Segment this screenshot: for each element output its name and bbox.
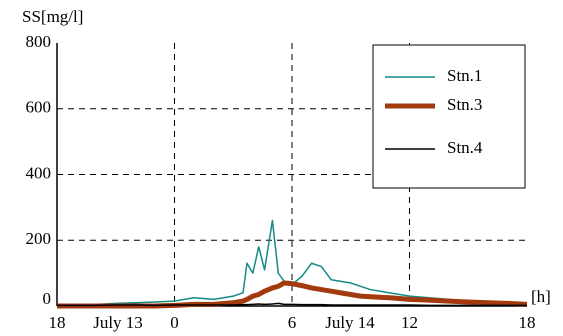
annotation: July 13: [93, 313, 143, 332]
y-axis-label: SS[mg/l]: [22, 7, 83, 26]
y-tick-label: 800: [26, 32, 52, 51]
x-tick-label: 6: [288, 313, 297, 332]
legend-label: Stn.1: [447, 66, 482, 85]
y-tick-label: 0: [43, 289, 52, 308]
x-axis-label: [h]: [531, 287, 551, 306]
y-tick-label: 600: [26, 98, 52, 117]
annotation: July 14: [325, 313, 375, 332]
y-tick-label: 400: [26, 163, 52, 182]
x-tick-label: 18: [519, 313, 536, 332]
series-line: [57, 302, 527, 307]
x-tick-label: 18: [49, 313, 66, 332]
y-tick-label: 200: [26, 229, 52, 248]
legend-label: Stn.3: [447, 95, 482, 114]
legend-label: Stn.4: [447, 138, 483, 157]
legend-box: [372, 44, 526, 189]
x-tick-label: 0: [170, 313, 179, 332]
x-tick-label: 12: [401, 313, 418, 332]
